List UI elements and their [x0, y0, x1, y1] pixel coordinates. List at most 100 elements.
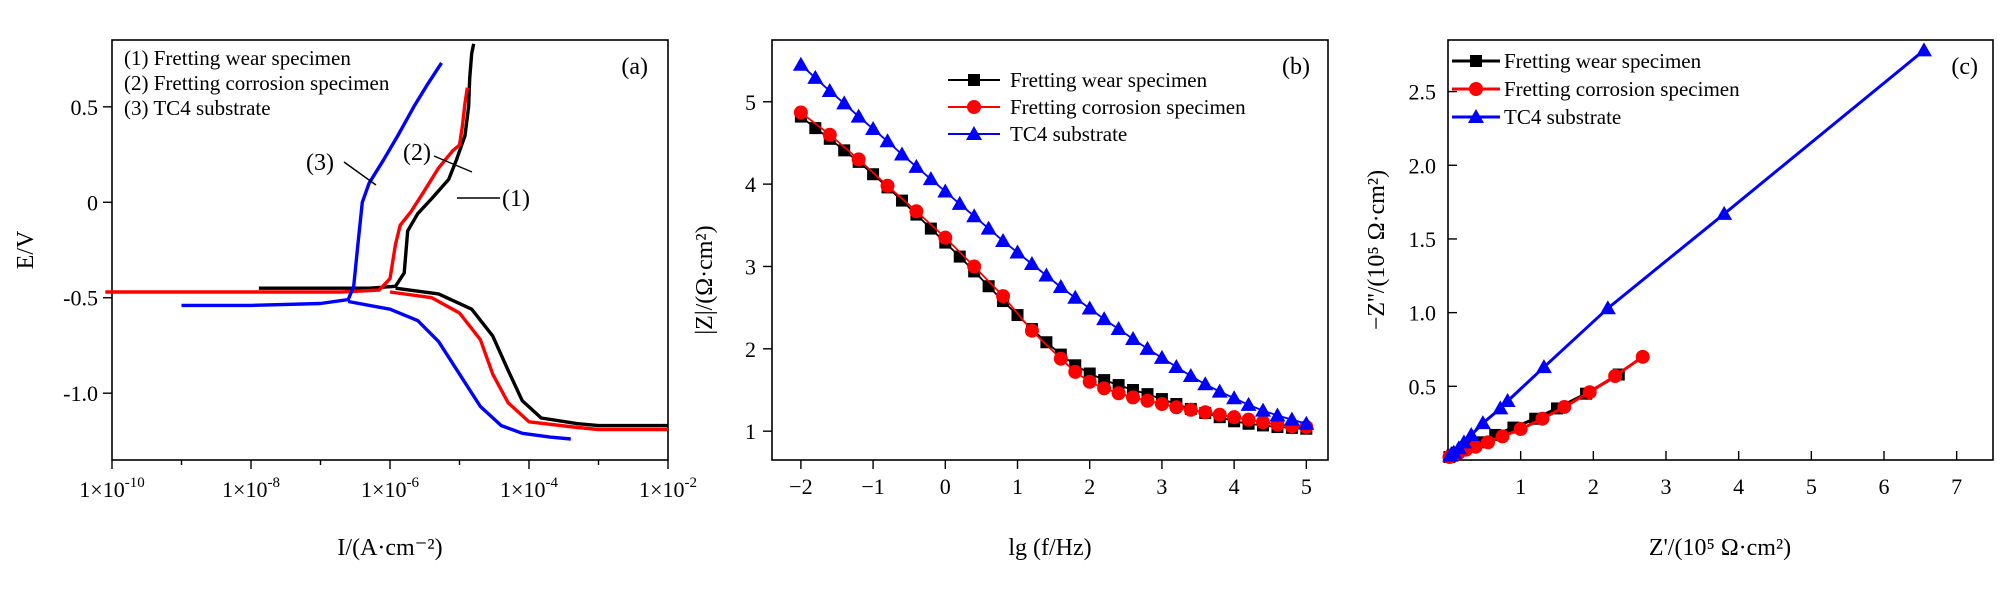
panel-b-series-3-point [1023, 256, 1040, 270]
panel-b-ticks: −2 −1 0 1 2 3 4 5 1 2 3 4 5 [745, 90, 1312, 499]
panel-b-series-3-point [1139, 340, 1156, 355]
annotation-3-leader [343, 161, 377, 186]
panel-b-ylabel: |Z|/(Ω·cm²) [692, 225, 718, 334]
panel-c-legend-marker-3 [1468, 109, 1484, 123]
panel-c-series-2-point [1582, 385, 1597, 400]
annotation-3: (3) [306, 150, 334, 176]
panel-b-series-3-point [937, 183, 954, 198]
panel-b-series-2-point [1097, 381, 1112, 396]
panel-a-curve-1-anodic [258, 43, 476, 290]
panel-c-series-3-point [1599, 300, 1616, 315]
panel-b-series-3-point [1298, 415, 1315, 430]
panel-b-series-1-point [953, 250, 966, 263]
panel-b-series-3-point [995, 232, 1012, 247]
panel-b-series-3-point [1009, 244, 1026, 259]
panel-b-series-3-point [1067, 289, 1084, 304]
panel-a-x-tick-label-base: 1×10 [639, 477, 684, 502]
panel-b-x-tick-label: 3 [1156, 474, 1167, 499]
panel-b-legend-marker-3 [966, 126, 982, 140]
panel-b-series-2-point [1126, 390, 1141, 405]
panel-c-y-tick-label: 1.5 [1409, 227, 1437, 252]
panel-c-y-tick-label: 1.0 [1409, 301, 1437, 326]
panel-c-x-tick-label: 7 [1951, 474, 1962, 499]
panel-b-series-2-point [1082, 374, 1097, 389]
panel-b-series-3-point [1052, 279, 1069, 294]
panel-a-x-tick-label-base: 1×10 [79, 477, 124, 502]
panel-b-series-3-point [836, 95, 853, 110]
annotation-2-leader [433, 155, 473, 173]
panel-c-series-2-point [1635, 349, 1650, 364]
panel-b-series-3-point [922, 171, 939, 186]
panel-c-series-2-point [1557, 399, 1572, 414]
panel-b-series-3-point [1197, 376, 1214, 391]
panel-b-series-2-point [967, 259, 982, 274]
panel-b-series-3-point [1125, 330, 1142, 345]
panel-c-frame [1447, 39, 1994, 461]
panel-b-series-3-point [850, 108, 867, 123]
panel-b-series-3-point [807, 69, 824, 84]
panel-a-x-tick-label-exp: -4 [545, 475, 558, 491]
panel-a-x-tick-label-base: 1×10 [222, 477, 267, 502]
panel-c-series-2-point [1495, 429, 1510, 444]
panel-c-series-3-point [1716, 205, 1733, 220]
panel-a-y-tick-label: 0.5 [71, 95, 99, 120]
panel-b-series-2-point [909, 204, 924, 219]
panel-b-series-2-point [1198, 405, 1213, 420]
panel-c-x-tick-label: 3 [1661, 474, 1672, 499]
panel-b-series-2-point [1068, 364, 1083, 379]
panel-a-plot-area [105, 43, 668, 441]
panel-b-series-3-point [1182, 368, 1199, 382]
panel-b-series-2-point [1111, 386, 1126, 401]
panel-b-series-3-point [1038, 267, 1055, 282]
panel-b-y-tick-label: 1 [745, 419, 756, 444]
panel-b-series-2-point [1183, 402, 1198, 417]
panel-a-curve-1-cathodic [395, 286, 668, 428]
panel-c-xlabel: Z'/(10⁵ Ω·cm²) [1649, 535, 1791, 561]
panel-a-x-tick-label-exp: -2 [684, 475, 697, 491]
panel-a-curve-3-anodic [181, 61, 443, 308]
panel-c-x-tick-label: 4 [1733, 474, 1744, 499]
panel-b-series-2-point [1227, 410, 1242, 425]
panel-b-series-3-point [1240, 396, 1257, 411]
panel-a-legend-line-2: (2) Fretting corrosion specimen [124, 71, 390, 95]
panel-c-ylabel: −Z''/(10⁵ Ω·cm²) [1364, 170, 1390, 330]
panel-a-y-tick-label: -1.0 [63, 381, 98, 406]
panel-b-label: (b) [1282, 54, 1310, 80]
panel-b-series-1-point [1040, 336, 1053, 349]
panel-c-nyquist: 1 2 3 4 5 6 7 0.5 1.0 1.5 2.0 2.5 (c) Fretting wear… [1364, 39, 1994, 561]
panel-b-x-tick-label: 4 [1229, 474, 1240, 499]
panel-b-series-2-line [800, 111, 1307, 428]
panel-a-y-tick-label: 0 [87, 190, 98, 215]
panel-b-series-3-point [951, 195, 968, 210]
panel-a-legend-line-3: (3) TC4 substrate [124, 96, 271, 120]
panel-b-x-tick-label: −1 [861, 474, 884, 499]
panel-b-y-tick-label: 2 [745, 337, 756, 362]
panel-a-x-tick-label-base: 1×10 [500, 477, 545, 502]
panel-b-plot-area [792, 56, 1315, 435]
panel-a-curve-3-cathodic [347, 299, 571, 441]
panel-a-x-tick-label: 1×10-8 [222, 475, 280, 502]
panel-b-series-2-point [793, 105, 808, 120]
panel-b-impedance-modulus: −2 −1 0 1 2 3 4 5 1 2 3 4 5 (b) Fretting wear specim… [692, 39, 1329, 561]
panel-b-series-2-point [1053, 351, 1068, 366]
panel-a-ticks: 1×10-10 1×10-8 1×10-6 1×10-4 1×10-20.50-0.5-… [63, 95, 697, 502]
panel-b-series-3-point [893, 146, 910, 161]
panel-b-series-3-point [1168, 358, 1185, 373]
panel-b-series-3-point [1153, 349, 1170, 364]
panel-b-series-3-point [1226, 390, 1243, 405]
panel-c-legend-label-3: TC4 substrate [1504, 105, 1621, 129]
panel-c-x-tick-label: 2 [1588, 474, 1599, 499]
panel-b-series-3-point [966, 208, 983, 223]
panel-b-series-3-point [821, 83, 838, 98]
panel-a-label: (a) [621, 54, 648, 80]
panel-b-series-3-point [908, 158, 925, 173]
panel-c-series-2-point [1480, 435, 1495, 450]
panel-c-x-tick-label: 6 [1879, 474, 1890, 499]
panel-b-series-2-point [1024, 323, 1039, 338]
panel-b-series-1-point [895, 194, 908, 207]
panel-b-series-3-point [1255, 402, 1272, 417]
panel-a-curve-2-cathodic [389, 290, 668, 432]
panel-a-annotations: (3) (2) (1) [306, 140, 530, 212]
panel-c-plot-area [1442, 42, 1932, 465]
